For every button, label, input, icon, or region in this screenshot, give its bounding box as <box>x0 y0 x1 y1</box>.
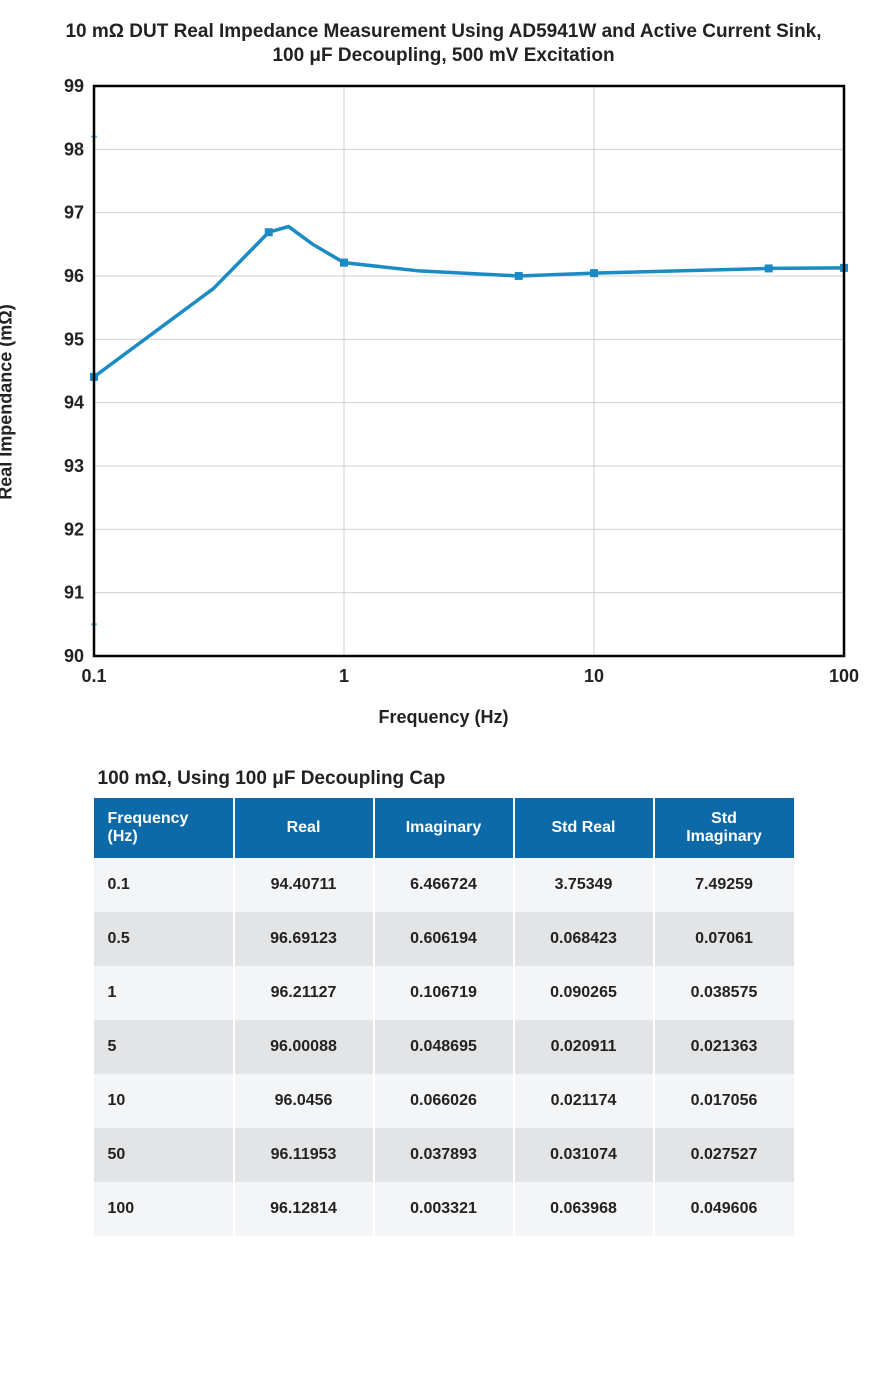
table-cell: 0.021174 <box>514 1074 654 1128</box>
table-cell: 0.1 <box>94 858 234 912</box>
table-cell: 0.037893 <box>374 1128 514 1182</box>
ytick-label: 94 <box>63 392 83 412</box>
table-cell: 0.106719 <box>374 966 514 1020</box>
table-section: 100 mΩ, Using 100 μF Decoupling Cap Freq… <box>94 768 794 1237</box>
table-row: 5096.119530.0378930.0310740.027527 <box>94 1128 794 1182</box>
table-cell: 96.69123 <box>234 912 374 966</box>
table-cell: 7.49259 <box>654 858 794 912</box>
data-marker <box>340 258 348 266</box>
ytick-label: 92 <box>63 519 83 539</box>
table-cell: 0.090265 <box>514 966 654 1020</box>
table-cell: 0.020911 <box>514 1020 654 1074</box>
axis-box <box>94 86 844 656</box>
xtick-label: 1 <box>338 666 348 686</box>
table-row: 196.211270.1067190.0902650.038575 <box>94 966 794 1020</box>
table-cell: 96.21127 <box>234 966 374 1020</box>
ytick-label: 98 <box>63 139 83 159</box>
table-cell: 94.40711 <box>234 858 374 912</box>
table-header-cell: Frequency(Hz) <box>94 798 234 859</box>
ytick-label: 95 <box>63 329 83 349</box>
chart-svg: 90 91 92 93 94 95 96 97 98 99 0.1 1 10 100 <box>24 76 864 696</box>
ytick-label: 96 <box>63 266 83 286</box>
table-header-cell: Std Real <box>514 798 654 859</box>
table-cell: 96.11953 <box>234 1128 374 1182</box>
table-header-row: Frequency(Hz)RealImaginaryStd RealStdIma… <box>94 798 794 859</box>
data-marker <box>264 228 272 236</box>
data-table: Frequency(Hz)RealImaginaryStd RealStdIma… <box>94 798 794 1237</box>
table-row: 0.596.691230.6061940.0684230.07061 <box>94 912 794 966</box>
table-row: 10096.128140.0033210.0639680.049606 <box>94 1182 794 1236</box>
table-cell: 96.12814 <box>234 1182 374 1236</box>
xtick-label: 100 <box>828 666 858 686</box>
table-cell: 6.466724 <box>374 858 514 912</box>
table-cell: 0.031074 <box>514 1128 654 1182</box>
chart-title: 10 mΩ DUT Real Impedance Measurement Usi… <box>64 20 824 68</box>
table-cell: 0.066026 <box>374 1074 514 1128</box>
ytick-label: 91 <box>63 582 83 602</box>
table-row: 1096.04560.0660260.0211740.017056 <box>94 1074 794 1128</box>
table-cell: 0.068423 <box>514 912 654 966</box>
table-cell: 0.038575 <box>654 966 794 1020</box>
table-header-cell: Imaginary <box>374 798 514 859</box>
table-cell: 0.606194 <box>374 912 514 966</box>
table-cell: 100 <box>94 1182 234 1236</box>
table-cell: 0.048695 <box>374 1020 514 1074</box>
table-cell: 0.07061 <box>654 912 794 966</box>
chart-ylabel: Real Impendance (mΩ) <box>0 304 16 499</box>
data-line <box>94 226 844 376</box>
table-cell: 0.5 <box>94 912 234 966</box>
table-cell: 96.0456 <box>234 1074 374 1128</box>
table-cell: 1 <box>94 966 234 1020</box>
xtick-label: 0.1 <box>81 666 106 686</box>
ytick-label: 93 <box>63 456 83 476</box>
table-cell: 96.00088 <box>234 1020 374 1074</box>
table-cell: 10 <box>94 1074 234 1128</box>
table-cell: 0.063968 <box>514 1182 654 1236</box>
table-row: 0.194.407116.4667243.753497.49259 <box>94 858 794 912</box>
ytick-label: 90 <box>63 646 83 666</box>
table-header-cell: StdImaginary <box>654 798 794 859</box>
table-body: 0.194.407116.4667243.753497.492590.596.6… <box>94 858 794 1236</box>
data-marker <box>514 271 522 279</box>
ytick-label: 97 <box>63 202 83 222</box>
data-marker <box>764 264 772 272</box>
chart-container: Real Impendance (mΩ) 9091929394959697989… <box>24 76 864 728</box>
table-cell: 0.049606 <box>654 1182 794 1236</box>
table-cell: 0.027527 <box>654 1128 794 1182</box>
table-cell: 3.75349 <box>514 858 654 912</box>
table-cell: 0.017056 <box>654 1074 794 1128</box>
xtick-label: 10 <box>583 666 603 686</box>
table-cell: 5 <box>94 1020 234 1074</box>
chart-xlabel: Frequency (Hz) <box>24 707 864 728</box>
table-cell: 50 <box>94 1128 234 1182</box>
data-marker <box>590 269 598 277</box>
table-row: 596.000880.0486950.0209110.021363 <box>94 1020 794 1074</box>
table-cell: 0.021363 <box>654 1020 794 1074</box>
table-header-cell: Real <box>234 798 374 859</box>
table-cell: 0.003321 <box>374 1182 514 1236</box>
ytick-label: 99 <box>63 76 83 96</box>
table-title: 100 mΩ, Using 100 μF Decoupling Cap <box>98 768 794 790</box>
